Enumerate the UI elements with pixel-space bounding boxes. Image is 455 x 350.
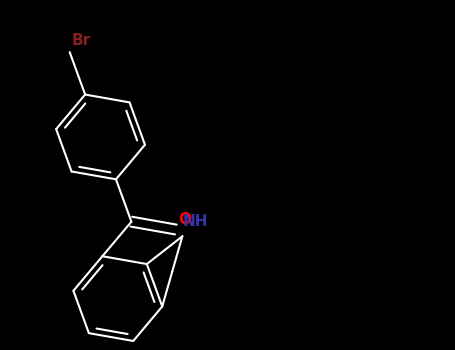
Text: NH: NH: [182, 215, 208, 229]
Text: Br: Br: [72, 33, 91, 48]
Text: O: O: [178, 212, 191, 227]
